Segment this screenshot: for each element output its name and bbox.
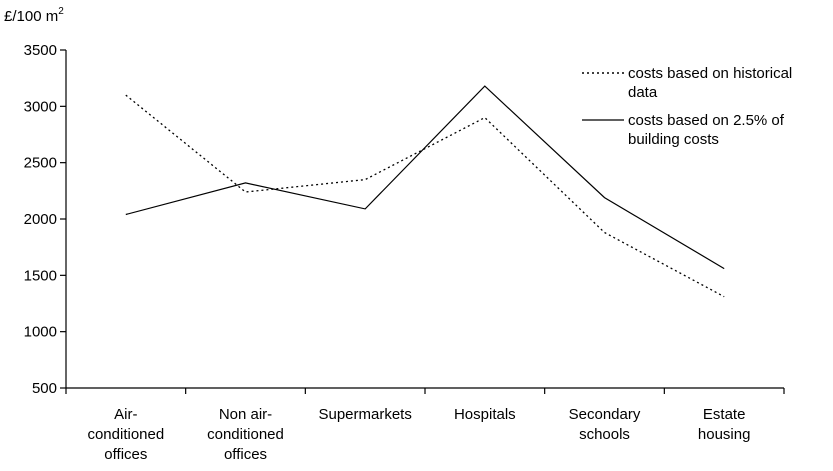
y-tick-label: 2000 [24, 211, 57, 228]
legend-label-line: costs based on historical [628, 65, 792, 82]
x-tick-label-line: Non air- [219, 406, 272, 423]
x-tick-label-line: Air- [114, 406, 137, 423]
legend-label-line: data [628, 84, 658, 101]
x-tick-label-line: conditioned [87, 426, 164, 443]
x-tick-label: Estate housing [698, 406, 751, 443]
x-tick-label: Secondary schools [569, 406, 641, 443]
x-tick-label: Hospitals [454, 406, 516, 423]
y-tick-label: 1500 [24, 267, 57, 284]
x-tick-label: Non air-conditioned offices [207, 406, 284, 463]
legend-label-line: building costs [628, 131, 719, 148]
x-tick-label-line: Supermarkets [318, 406, 411, 423]
x-tick-label-line: schools [579, 426, 630, 443]
y-axis-unit-superscript: 2 [58, 6, 64, 17]
y-axis-ticks: 500 1000 1500 2000 2500 3000 3500 [24, 42, 66, 397]
legend-label: costs based on historical data [628, 65, 792, 101]
x-tick-label-line: Secondary [569, 406, 641, 423]
x-tick-label-line: offices [224, 446, 267, 463]
y-tick-label: 2500 [24, 155, 57, 172]
legend-label: costs based on 2.5% of building costs [628, 112, 785, 148]
x-tick-label: Supermarkets [318, 406, 411, 423]
x-tick-label: Air-conditioned offices [87, 406, 164, 463]
y-axis-unit-label: £/100 m2 [4, 6, 64, 25]
series-line-building-costs [125, 85, 725, 270]
x-tick-label-line: Hospitals [454, 406, 516, 423]
y-tick-label: 1000 [24, 324, 57, 341]
x-tick-label-line: conditioned [207, 426, 284, 443]
series-lines [125, 85, 725, 298]
legend-label-line: costs based on 2.5% of [628, 112, 785, 129]
y-tick-label: 500 [32, 380, 57, 397]
series-line-historical [125, 94, 725, 298]
y-tick-label: 3500 [24, 42, 57, 59]
x-tick-label-line: Estate [703, 406, 746, 423]
x-tick-label-line: housing [698, 426, 751, 443]
y-axis-unit-text: £/100 m [4, 8, 58, 25]
x-tick-label-line: offices [104, 446, 147, 463]
axes [65, 50, 784, 389]
y-tick-label: 3000 [24, 98, 57, 115]
